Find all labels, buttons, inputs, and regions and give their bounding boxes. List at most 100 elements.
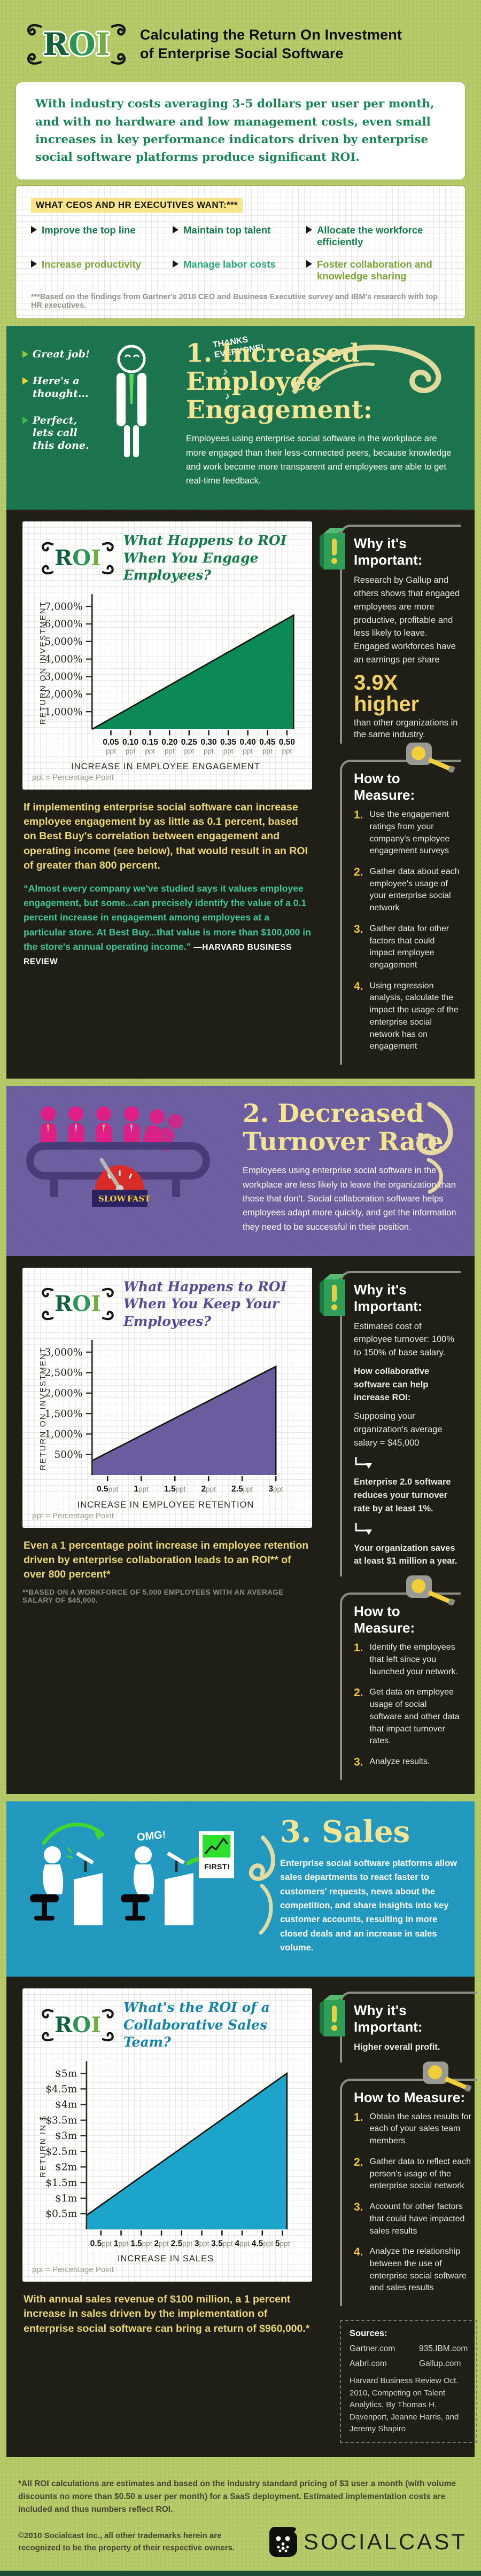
chart-1-xlabel: INCREASE IN EMPLOYEE ENGAGEMENT (71, 761, 260, 771)
svg-text:1,500%: 1,500% (45, 1408, 83, 1419)
chart-2-card: ROI What Happens to ROI When You Keep You… (22, 1268, 312, 1528)
section-2-title-line1: 2. Decreased (243, 1099, 424, 1128)
intro-card: With industry costs averaging 3-5 dollar… (16, 82, 465, 179)
panel-1-quote: “Almost every company we've studied says… (24, 883, 311, 966)
svg-text:0.45: 0.45 (259, 738, 276, 747)
chart-1-card: ROI What Happens to ROI When You Engage E… (22, 521, 312, 789)
triangle-bullet-icon (22, 416, 28, 424)
svg-text:$1m: $1m (55, 2192, 77, 2204)
svg-text:$2.5m: $2.5m (45, 2146, 77, 2157)
ornament-curl-left-icon (42, 1288, 53, 1321)
section-1-body: Employees using enterprise social softwa… (186, 434, 452, 486)
chart-3-card: ROI What's the ROI of a Collaborative Sal… (22, 1988, 312, 2282)
chart-1-title: What Happens to ROI When You Engage Emplo… (123, 533, 287, 583)
help-body: Supposing your organization's average sa… (354, 1411, 443, 1448)
stat-suffix: than other organizations in the same ind… (354, 717, 458, 739)
svg-text:0.05: 0.05 (103, 738, 119, 747)
page-title-line1: Calculating the Return On Investment (139, 27, 402, 43)
roi-logo-text: ROI (55, 2012, 101, 2038)
footer-footnote: *All ROI calculations are estimates and … (18, 2479, 456, 2515)
how-step: 2. Gather data about each employee's usag… (354, 865, 460, 913)
panel-1-left: ROI What Happens to ROI When You Engage E… (22, 521, 312, 1065)
how-step: 4. Analyze the relationship between the u… (354, 2246, 467, 2293)
source-item: Gallup.com (419, 2359, 461, 2369)
svg-text:ppt: ppt (282, 747, 292, 755)
svg-text:7,000%: 7,000% (45, 601, 83, 612)
ornament-curl-left-icon (42, 2009, 53, 2041)
svg-text:1,000%: 1,000% (45, 706, 83, 717)
triangle-bullet-icon (173, 260, 179, 268)
want-item: Foster collaboration and knowledge shari… (306, 259, 440, 282)
svg-text:0.10: 0.10 (122, 738, 138, 747)
svg-text:$5m: $5m (55, 2068, 77, 2079)
gauge-slow-label: SLOW (98, 1194, 126, 1204)
panel-2-left: ROI What Happens to ROI When You Keep You… (22, 1268, 312, 1780)
speech-text: Perfect, lets call this done. (33, 414, 89, 452)
sources-heading: Sources: (350, 2329, 387, 2339)
svg-text:ppt: ppt (204, 747, 214, 755)
why-body: Estimated cost of employee turnover: 100… (354, 1321, 455, 1358)
section-1-banner: Great job! Here's a thought... Perfect, … (6, 326, 475, 510)
svg-text:2ppt: 2ppt (154, 2239, 169, 2248)
ornament-curl-left-icon (42, 542, 53, 575)
speech-item: Here's a thought... (22, 375, 91, 401)
why-important-block: Why it's Important: Higher overall profi… (340, 1992, 478, 2063)
chart-1-note: ppt = Percentage Point (32, 772, 114, 782)
how-to-measure-block: How to Measure: 1. Obtain the sales resul… (325, 2061, 478, 2307)
ornament-curl-right-icon (102, 542, 114, 575)
wants-list: Improve the top line Maintain top talent… (31, 224, 450, 283)
gauge-fast-label: FAST (127, 1194, 151, 1204)
how-step: 1. Use the engagement ratings from your c… (354, 809, 450, 856)
panel-1-aside: Why it's Important: Research by Gallup a… (320, 521, 464, 1065)
svg-text:4ppt: 4ppt (235, 2239, 250, 2248)
svg-text:3,000%: 3,000% (45, 671, 83, 682)
how-step: 2. Gather data to reflect each person's u… (354, 2156, 471, 2191)
svg-text:1ppt: 1ppt (114, 2239, 129, 2248)
svg-text:0.40: 0.40 (240, 738, 256, 747)
svg-text:$3.5m: $3.5m (45, 2114, 77, 2126)
triangle-bullet-icon (173, 225, 179, 233)
chart-3-plot: $5m $4.5m $4m $3.5m $3m $2.5m $2m $1.5m $1m $0.5m… (27, 2057, 305, 2253)
section-3-title: 3. Sales (280, 1814, 410, 1850)
roi-logo: ROI (41, 541, 115, 576)
tape-measure-icon (406, 1575, 455, 1606)
turnover-graphic: SLOW FAST (22, 1100, 232, 1243)
svg-text:2,000%: 2,000% (45, 689, 83, 700)
panel-1-note: If implementing enterprise social softwa… (24, 801, 308, 871)
first-label: FIRST! (204, 1862, 230, 1871)
svg-text:0.30: 0.30 (200, 738, 216, 747)
triangle-bullet-icon (31, 260, 37, 268)
socialcast-brand: SOCIALCAST (267, 2525, 467, 2559)
flow-step: Enterprise 2.0 software reduces your tur… (354, 1477, 451, 1513)
svg-text:ppt: ppt (106, 747, 116, 755)
flow-arrow-icon (355, 1457, 372, 1469)
svg-text:2ppt: 2ppt (201, 1485, 216, 1494)
panel-2-aside: Why it's Important: Estimated cost of em… (320, 1268, 464, 1781)
svg-text:$1.5m: $1.5m (45, 2177, 77, 2188)
want-label: Maintain top talent (183, 224, 271, 236)
svg-text:3ppt: 3ppt (268, 1485, 283, 1494)
roi-logo: ROI (26, 22, 127, 67)
section-2-title-line2: Turnover Rate (243, 1127, 444, 1157)
why-body: Higher overall profit. (354, 2042, 440, 2052)
want-item: Improve the top line (31, 224, 173, 248)
roi-logo-text: ROI (55, 545, 101, 571)
svg-text:1.5ppt: 1.5ppt (130, 2239, 152, 2248)
triangle-bullet-icon (22, 377, 28, 385)
svg-text:5,000%: 5,000% (45, 636, 83, 647)
why-important-block: Why it's Important: Estimated cost of em… (340, 1270, 461, 1577)
how-to-measure-block: How to Measure: 1. Use the engagement rat… (325, 743, 461, 1065)
chart-3-title: What's the ROI of a Collaborative Sales T… (123, 2000, 270, 2050)
svg-text:1.5ppt: 1.5ppt (164, 1485, 186, 1494)
ornament-curl-right-icon (102, 1288, 114, 1321)
svg-text:RETURN ON INVESTMENT: RETURN ON INVESTMENT (38, 601, 48, 724)
how-heading: How to Measure: (354, 2089, 466, 2105)
footer-copyright: ©2010 Socialcast Inc., all other tradema… (18, 2531, 235, 2552)
chart-2-plot: 3,000% 2,500% 2,000% 1,500% 1,000% 500% RETURN… (27, 1336, 305, 1498)
panel-2: ROI What Happens to ROI When You Keep You… (6, 1255, 475, 1794)
want-label: Foster collaboration and knowledge shari… (317, 258, 432, 282)
why-important-block: Why it's Important: Research by Gallup a… (340, 525, 461, 744)
ornament-curl-right-icon (111, 24, 126, 65)
roi-logo-text: ROI (55, 1291, 101, 1317)
section-2-title: 2. Decreased Turnover Rate (243, 1099, 459, 1157)
